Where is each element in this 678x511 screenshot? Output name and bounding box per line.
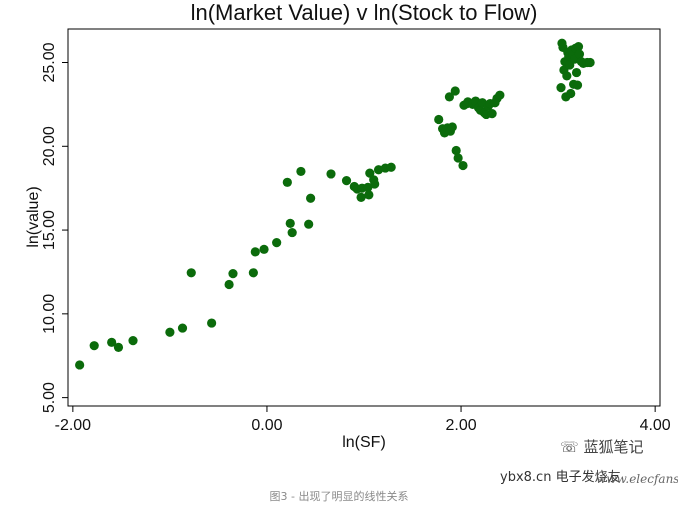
data-point [574, 49, 585, 59]
data-point [363, 182, 373, 192]
chart-title: ln(Market Value) v ln(Stock to Flow) [191, 0, 538, 25]
data-point [248, 268, 258, 278]
data-point [75, 360, 85, 370]
x-axis-title: ln(SF) [342, 434, 386, 451]
x-axis: -2.00 0.00 2.00 4.00 [55, 406, 671, 434]
data-point [282, 177, 292, 187]
x-tick-label: -2.00 [55, 417, 92, 434]
data-point [113, 342, 124, 352]
x-tick-label: 0.00 [251, 417, 282, 434]
y-tick-label: 15.00 [41, 210, 58, 250]
data-point [365, 168, 375, 178]
wechat-watermark: ☏ 蓝狐笔记 [560, 436, 644, 457]
wechat-handle: 蓝狐笔记 [583, 438, 644, 456]
y-tick-label: 10.00 [41, 294, 58, 334]
data-point [207, 318, 217, 328]
data-point [228, 269, 238, 279]
data-point [495, 90, 505, 100]
data-points [75, 38, 595, 370]
site-sub: www.elecfans.com [596, 472, 678, 486]
figure-caption: 图3 - 出现了明显的线性关系 [269, 490, 409, 503]
data-point [285, 218, 295, 228]
data-point [326, 169, 336, 179]
data-point [434, 114, 444, 125]
data-point [487, 109, 497, 119]
x-tick-label: 4.00 [640, 417, 671, 434]
data-point [572, 80, 583, 90]
data-point [186, 268, 196, 278]
data-point [370, 179, 380, 189]
data-point [224, 279, 234, 290]
data-point [573, 41, 584, 52]
data-point [566, 88, 576, 99]
x-tick-label: 2.00 [445, 417, 476, 434]
data-point [571, 67, 582, 78]
y-tick-label: 5.00 [41, 382, 58, 413]
data-point [447, 122, 457, 132]
data-point [107, 337, 117, 347]
data-point [450, 86, 460, 96]
data-point [458, 160, 468, 171]
data-point [177, 323, 188, 333]
data-point [562, 71, 572, 81]
y-tick-label: 20.00 [41, 126, 58, 166]
data-point [453, 153, 463, 163]
y-axis-title: ln(value) [25, 186, 42, 247]
data-point [341, 176, 352, 186]
data-point [386, 162, 396, 172]
data-point [272, 238, 282, 248]
data-point [165, 327, 175, 337]
data-point [287, 227, 297, 238]
data-point [585, 57, 595, 68]
data-point [306, 193, 316, 203]
data-point [364, 190, 374, 200]
data-point [296, 166, 306, 177]
data-point [451, 145, 461, 156]
data-point [444, 92, 455, 102]
data-point [259, 244, 269, 254]
y-tick-label: 25.00 [41, 42, 58, 82]
y-axis: 5.00 10.00 15.00 20.00 25.00 [41, 42, 68, 413]
site-watermark: ybx8.cn 电子发烧友 [500, 466, 621, 485]
data-point [89, 341, 99, 351]
data-point [556, 83, 566, 93]
wechat-icon: ☏ [560, 438, 579, 456]
data-point [304, 219, 314, 229]
data-point [250, 247, 260, 257]
site-left: ybx8.cn [500, 470, 552, 485]
site-right: 电子发烧友 [555, 470, 621, 485]
data-point [356, 192, 366, 202]
data-point [128, 336, 138, 346]
